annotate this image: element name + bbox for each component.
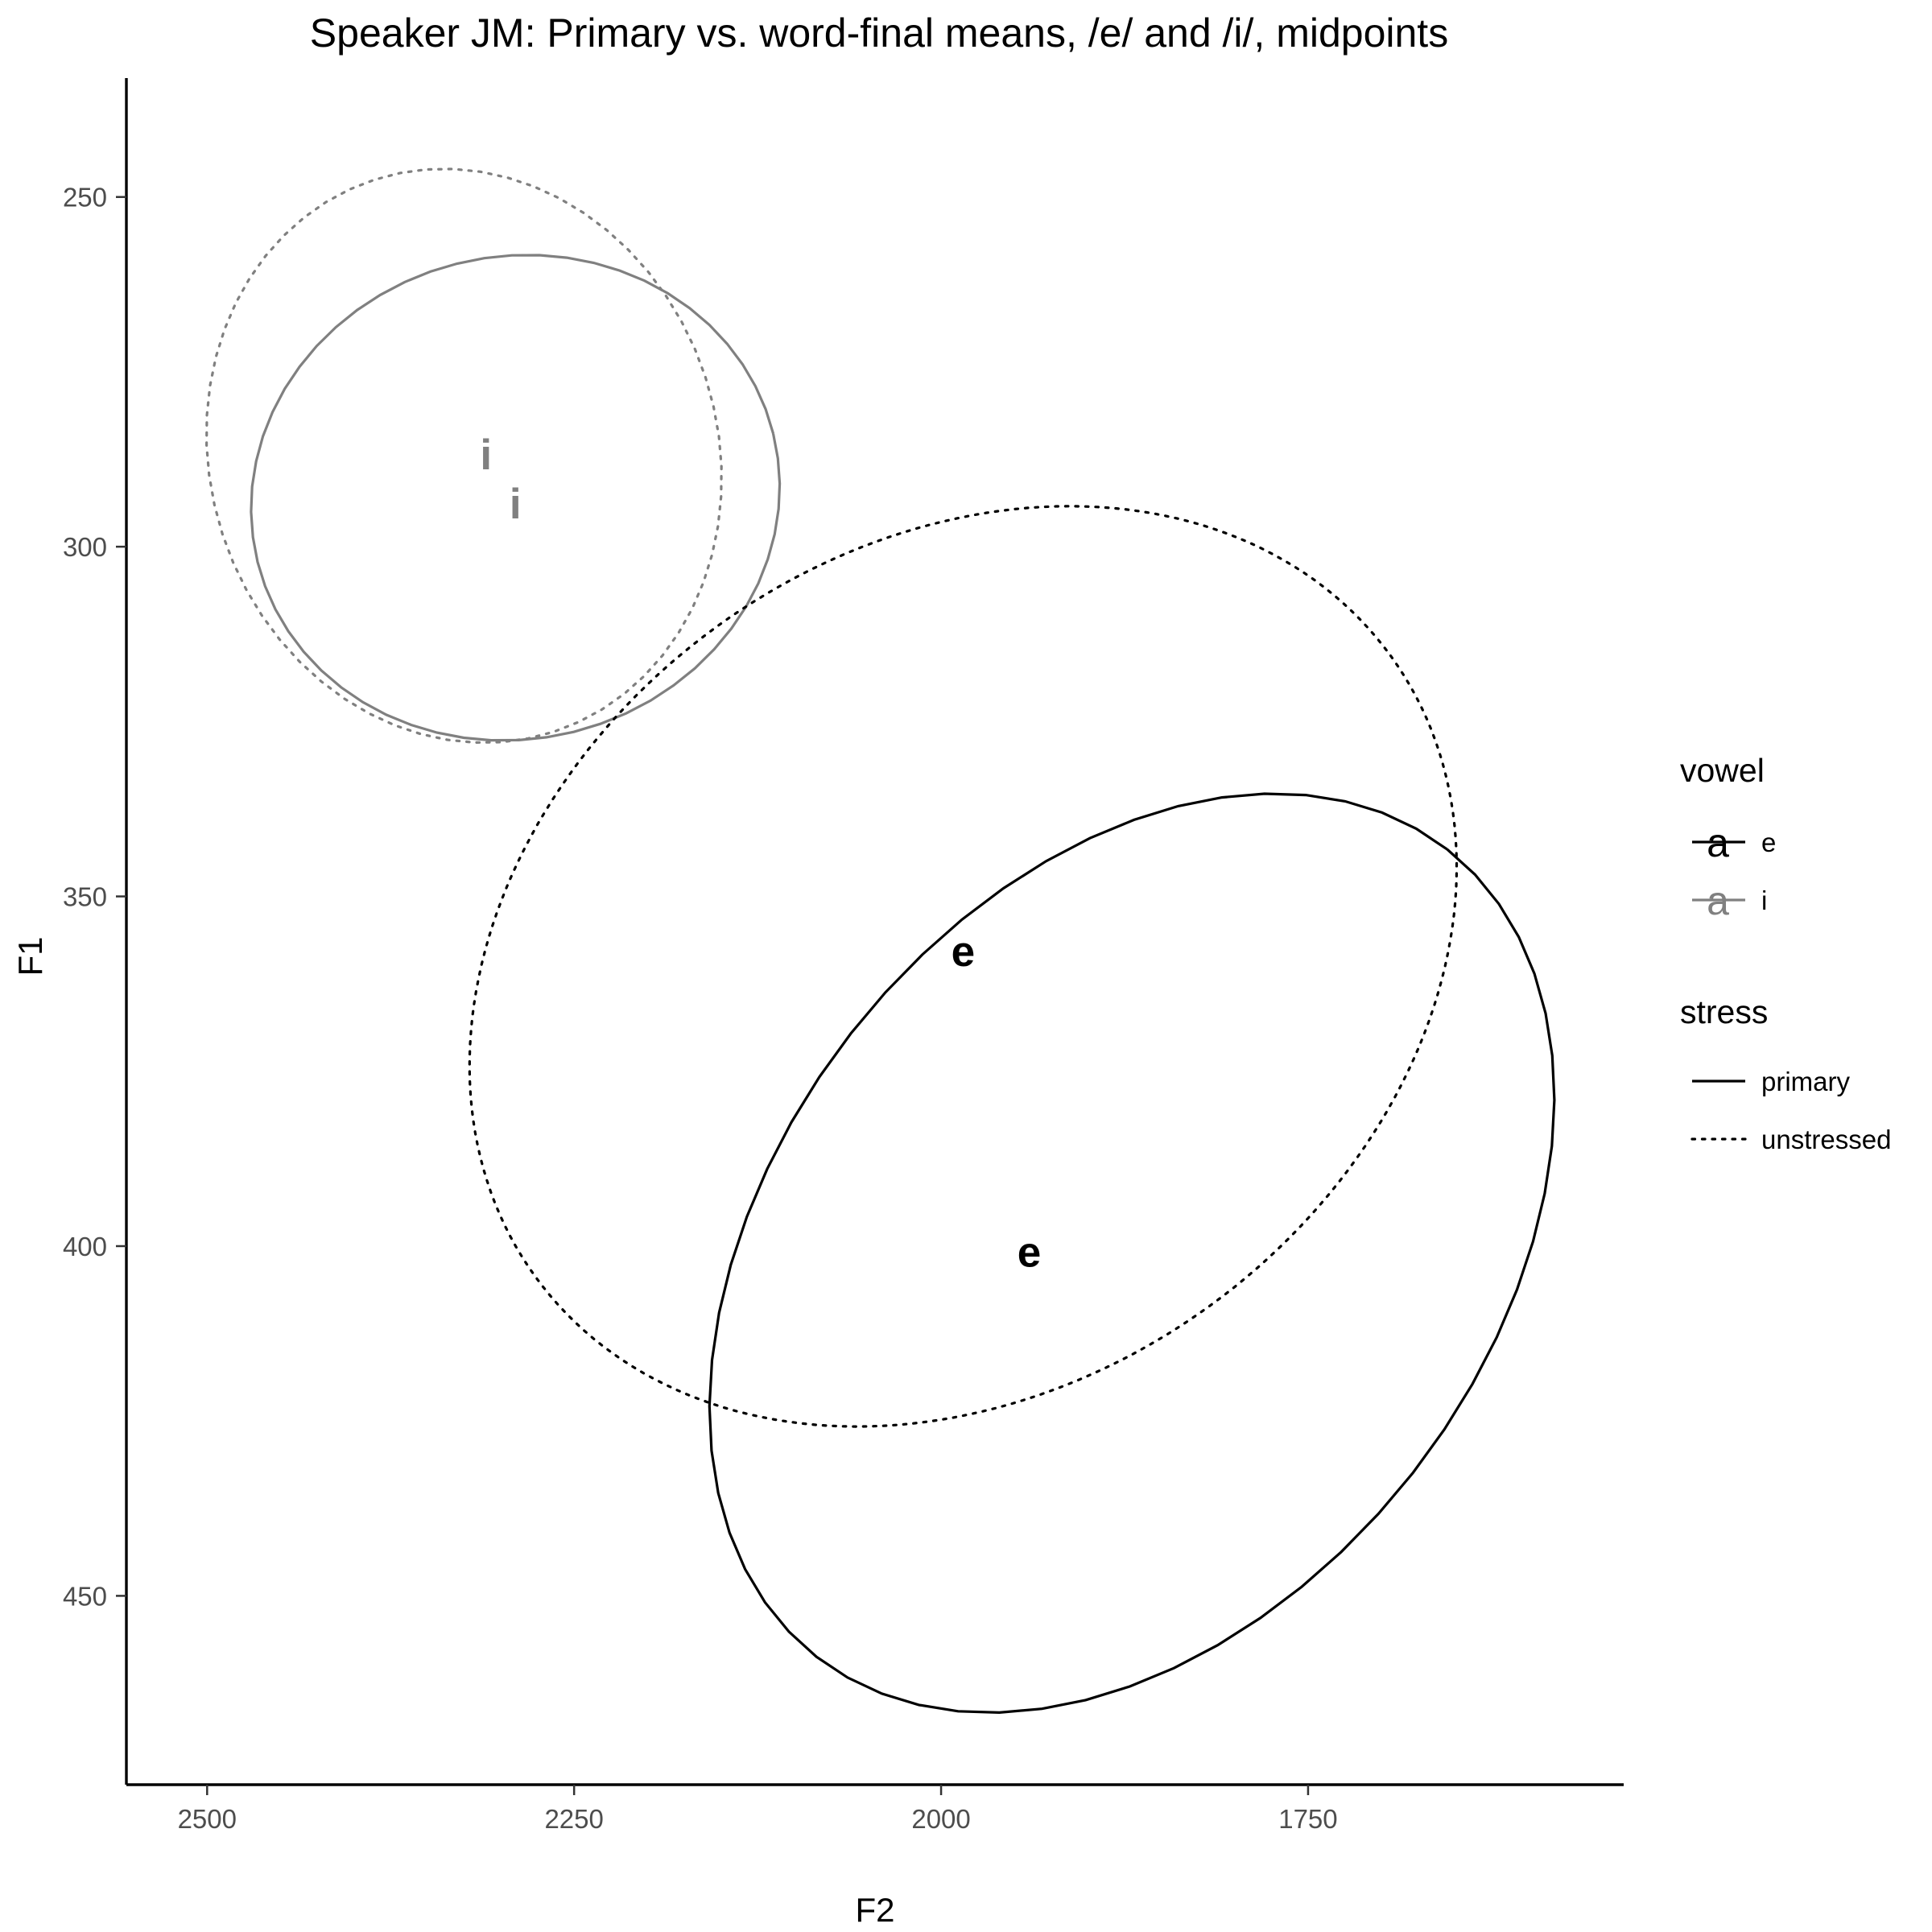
x-tick-label: 2000	[911, 1804, 970, 1834]
y-tick-label: 350	[63, 882, 107, 912]
legend-label-unstressed: unstressed	[1761, 1125, 1891, 1154]
legend-label-i: i	[1761, 886, 1767, 915]
mean-label-i-unstressed: i	[480, 431, 492, 479]
ellipse-e-primary	[708, 792, 1556, 1715]
y-tick-label: 250	[63, 183, 107, 213]
mean-label-e-primary: e	[1018, 1229, 1041, 1277]
chart-title: Speaker JM: Primary vs. word-final means…	[310, 10, 1448, 56]
x-tick-label: 2500	[178, 1804, 237, 1834]
y-tick-label: 450	[63, 1581, 107, 1611]
mean-label-e-unstressed: e	[952, 928, 975, 976]
x-tick-label: 2250	[544, 1804, 603, 1834]
y-axis-ticks: 250 300 350 400 450	[63, 183, 126, 1611]
y-tick-label: 400	[63, 1232, 107, 1261]
ellipse-e-unstressed	[468, 505, 1459, 1428]
ellipse-i-primary	[250, 254, 782, 742]
y-tick-label: 300	[63, 532, 107, 562]
ellipse-i-unstressed	[204, 167, 723, 745]
x-tick-label: 1750	[1278, 1804, 1337, 1834]
mean-label-i-primary: i	[510, 481, 522, 528]
x-axis-label: F2	[855, 1891, 894, 1929]
legend-stress-title: stress	[1680, 993, 1768, 1030]
legend: vowel a ea i stress primary unstressed	[1680, 752, 1891, 1154]
legend-label-e: e	[1761, 828, 1776, 857]
x-axis-ticks: 2500 2250 2000 1750	[178, 1785, 1338, 1834]
legend-vowel-items: a ea i	[1692, 820, 1776, 923]
legend-stress-items: primary unstressed	[1690, 1067, 1891, 1154]
y-axis-label: F1	[11, 936, 49, 976]
legend-label-primary: primary	[1761, 1067, 1851, 1096]
plot-area: ii e e	[204, 167, 1556, 1715]
legend-vowel-title: vowel	[1680, 752, 1765, 789]
